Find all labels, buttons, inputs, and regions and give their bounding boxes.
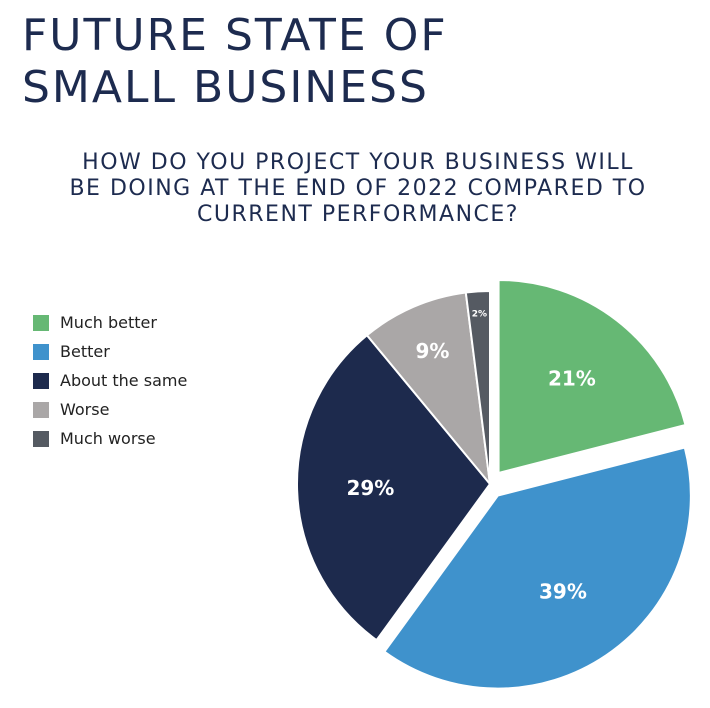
legend-item-much-better: Much better — [33, 308, 187, 337]
page-title-line: FUTURE STATE OF — [22, 10, 448, 61]
legend-label: About the same — [60, 371, 188, 390]
legend-label: Worse — [60, 400, 110, 419]
legend-item-better: Better — [33, 337, 187, 366]
pie-slice-much-better — [497, 278, 687, 474]
pie-slice-much-worse — [464, 290, 491, 485]
slice-label-much-better: 21% — [548, 366, 596, 390]
chart-legend: Much better Better About the same Worse … — [33, 308, 187, 453]
chart-question: HOW DO YOU PROJECT YOUR BUSINESS WILL BE… — [20, 150, 696, 228]
pie-slice-about-the-same — [296, 334, 491, 642]
slice-label-about-the-same: 29% — [346, 476, 394, 500]
slice-label-much-worse: 2% — [472, 309, 487, 319]
legend-swatch — [33, 343, 49, 360]
legend-item-much-worse: Much worse — [33, 424, 187, 453]
legend-swatch — [33, 314, 49, 331]
slice-label-better: 39% — [539, 579, 587, 603]
legend-item-worse: Worse — [33, 395, 187, 424]
legend-swatch — [33, 430, 49, 447]
pie-slice-worse — [365, 291, 491, 485]
legend-item-about-the-same: About the same — [33, 366, 187, 395]
page-title: FUTURE STATE OF SMALL BUSINESS — [22, 10, 448, 114]
page-title-line: SMALL BUSINESS — [22, 62, 429, 113]
chart-question-line: HOW DO YOU PROJECT YOUR BUSINESS WILL — [82, 150, 634, 175]
pie-slice-better — [383, 446, 692, 690]
legend-swatch — [33, 372, 49, 389]
legend-label: Much better — [60, 313, 157, 332]
slice-label-worse: 9% — [416, 339, 450, 363]
legend-label: Much worse — [60, 429, 156, 448]
legend-swatch — [33, 401, 49, 418]
chart-question-line: BE DOING AT THE END OF 2022 COMPARED TO — [69, 176, 647, 201]
chart-question-line: CURRENT PERFORMANCE? — [197, 202, 519, 227]
legend-label: Better — [60, 342, 110, 361]
